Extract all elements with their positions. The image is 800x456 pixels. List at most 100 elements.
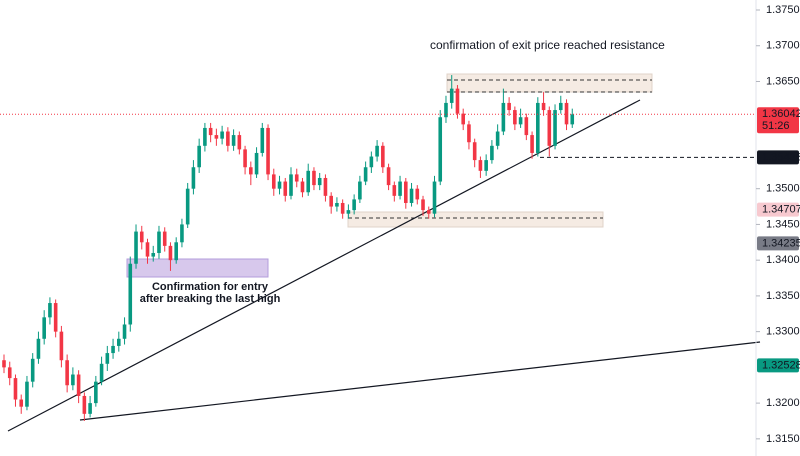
candle-body xyxy=(564,102,569,125)
candle-body xyxy=(490,145,494,161)
candle-body xyxy=(243,149,247,168)
candle-body xyxy=(231,135,236,146)
candle-body xyxy=(214,135,219,139)
candle-body xyxy=(398,181,402,196)
candle-body xyxy=(536,102,540,153)
candle-body xyxy=(82,395,87,414)
candle-body xyxy=(524,117,529,136)
y-tick-label: 1.37000 xyxy=(766,40,800,52)
candle-body xyxy=(7,367,12,379)
trendline xyxy=(79,341,761,421)
candle-body xyxy=(36,338,41,359)
resistance-zone xyxy=(446,73,653,93)
annotation: Confirmation for entry xyxy=(152,281,269,293)
candle-body xyxy=(369,156,374,168)
y-tick-label: 1.33000 xyxy=(766,326,800,338)
candle-body xyxy=(65,360,69,386)
candle-body xyxy=(386,167,391,186)
candle-body xyxy=(467,124,471,143)
candle-body xyxy=(358,181,362,200)
y-tick-label: 1.33500 xyxy=(766,290,800,302)
candle-body xyxy=(203,127,207,146)
candle-body xyxy=(329,195,333,207)
candle-body xyxy=(226,131,230,146)
candle-body xyxy=(306,170,311,193)
candle-body xyxy=(145,242,150,257)
price-label-box xyxy=(757,202,799,217)
candle-body xyxy=(530,135,534,153)
candle-body xyxy=(375,145,379,157)
candle-body xyxy=(117,338,121,346)
candle-body xyxy=(472,142,477,161)
candle-body xyxy=(197,145,201,168)
candle-body xyxy=(76,374,81,396)
candle-body xyxy=(444,102,448,118)
candle-body xyxy=(174,242,178,261)
candle-body xyxy=(71,374,75,386)
price-timer: 51:26 xyxy=(762,120,790,132)
candle-body xyxy=(157,231,161,254)
candle-body xyxy=(13,378,18,400)
candle-body xyxy=(484,160,488,171)
y-tick-label: 1.34500 xyxy=(766,218,800,230)
y-tick-label: 1.34000 xyxy=(766,254,800,266)
candle-body xyxy=(19,399,24,407)
candle-body xyxy=(518,117,523,125)
candle-body xyxy=(438,117,443,182)
candle-body xyxy=(128,263,133,325)
candle-body xyxy=(25,381,29,407)
price-label: 1.36042 xyxy=(762,108,800,120)
price-axis: 1.37500 1.37000 1.36500 1.35000 1.34500 1.340… xyxy=(756,4,800,445)
candle-body xyxy=(277,181,282,189)
candle-body xyxy=(507,102,511,111)
price-label: 1.34235 xyxy=(762,237,800,249)
annotation: after breaking the last high xyxy=(140,293,281,305)
annotation: confirmation of exit price reached resis… xyxy=(430,38,665,52)
support-zone xyxy=(347,211,604,228)
price-label-box xyxy=(757,236,799,251)
drawings xyxy=(7,73,761,432)
candle-body xyxy=(317,177,322,186)
candle-body xyxy=(254,152,259,175)
y-tick-label: 1.31500 xyxy=(766,433,800,445)
trendline xyxy=(7,99,641,432)
price-label: 1.35438 xyxy=(762,151,800,163)
candle-body xyxy=(455,88,460,114)
y-tick-label: 1.37500 xyxy=(766,4,800,16)
price-label-box xyxy=(757,107,799,134)
candle-body xyxy=(415,188,420,200)
candle-body xyxy=(162,231,167,246)
candle-body xyxy=(237,135,242,150)
candle-body xyxy=(426,210,431,214)
candle-body xyxy=(283,181,288,196)
candle-body xyxy=(30,358,35,382)
candle-body xyxy=(558,102,563,111)
candle-body xyxy=(53,303,58,332)
candle-body xyxy=(180,224,184,243)
candle-body xyxy=(139,231,144,243)
candle-body xyxy=(271,174,276,189)
candle-body xyxy=(381,145,385,168)
candle-body xyxy=(553,110,557,146)
candle-body xyxy=(404,181,408,203)
candle-body xyxy=(289,174,293,196)
y-tick-label: 1.36500 xyxy=(766,75,800,87)
candle-body xyxy=(513,110,517,125)
candle-body xyxy=(495,131,500,146)
candle-body xyxy=(185,188,190,225)
candle-body xyxy=(249,167,253,175)
y-tick-label: 1.32000 xyxy=(766,397,800,409)
candle-body xyxy=(260,127,265,153)
candle-body xyxy=(478,160,483,171)
candle-body xyxy=(323,177,328,196)
candle-body xyxy=(220,131,224,139)
candle-body xyxy=(94,381,98,404)
candle-body xyxy=(191,167,196,189)
candle-body xyxy=(501,102,506,132)
candle-body xyxy=(48,303,52,318)
candle-body xyxy=(42,317,46,339)
candle-body xyxy=(346,210,351,214)
candle-body xyxy=(122,324,127,339)
candle-body xyxy=(105,353,110,364)
